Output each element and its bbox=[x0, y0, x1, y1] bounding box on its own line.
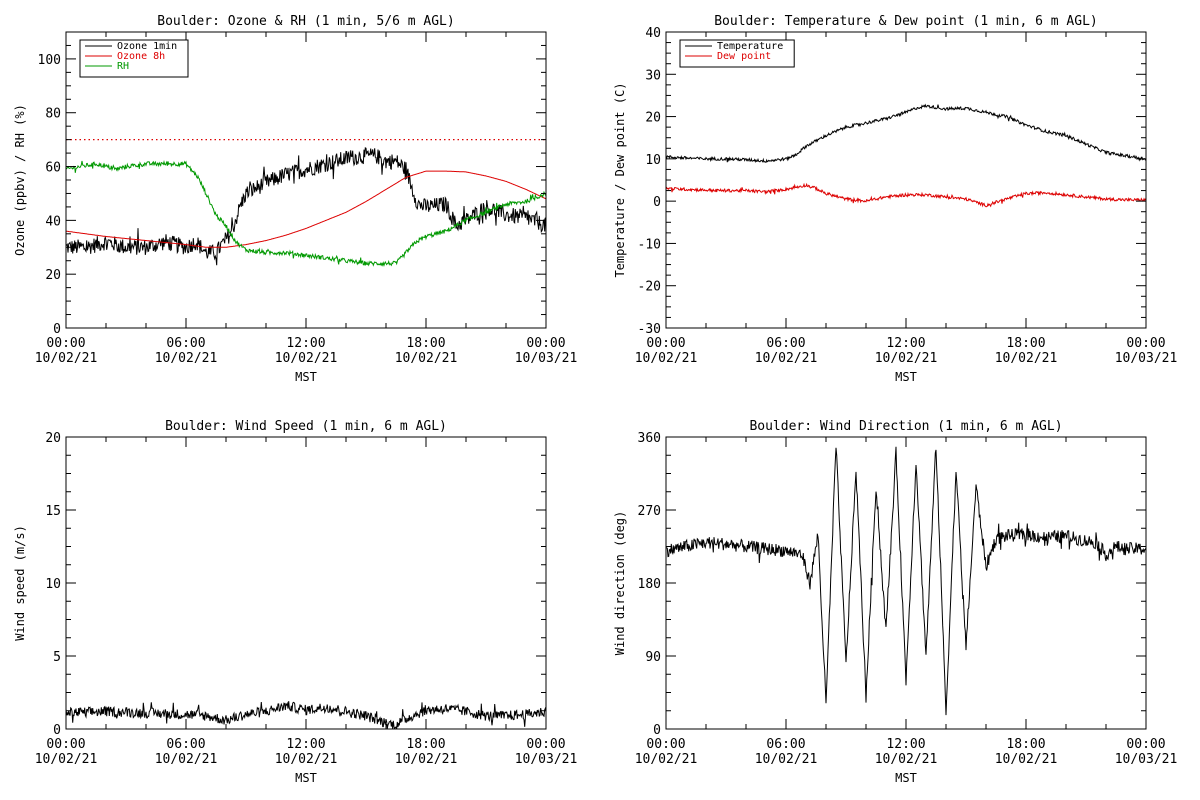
x-tick-label-date: 10/02/21 bbox=[755, 351, 818, 366]
chart-title: Boulder: Ozone & RH (1 min, 5/6 m AGL) bbox=[157, 14, 454, 29]
x-axis-label: MST bbox=[295, 771, 317, 785]
x-tick-label-date: 10/03/21 bbox=[515, 752, 578, 767]
chart-panel-3: Boulder: Wind Speed (1 min, 6 m AGL) 00:0… bbox=[13, 419, 577, 785]
series-line-ozone-8h bbox=[66, 170, 546, 248]
y-axis-label: Temperature / Dew point (C) bbox=[613, 82, 627, 277]
x-axis-label: MST bbox=[895, 771, 917, 785]
x-tick-label: 00:00 bbox=[646, 336, 685, 351]
x-tick-label-date: 10/02/21 bbox=[875, 351, 938, 366]
x-tick-label: 00:00 bbox=[526, 336, 565, 351]
y-axis-label: Ozone (ppbv) / RH (%) bbox=[13, 104, 27, 256]
y-axis-label: Wind speed (m/s) bbox=[13, 525, 27, 641]
chart-title: Boulder: Temperature & Dew point (1 min,… bbox=[714, 14, 1098, 29]
legend-entry: Dew point bbox=[717, 51, 771, 62]
series-line-dew-point bbox=[666, 182, 1146, 208]
y-tick-label: 20 bbox=[45, 431, 61, 446]
x-tick-label-date: 10/02/21 bbox=[35, 351, 98, 366]
y-axis-label: Wind direction (deg) bbox=[613, 511, 627, 656]
x-tick-label-date: 10/03/21 bbox=[1115, 752, 1178, 767]
x-tick-label: 12:00 bbox=[286, 336, 325, 351]
x-tick-label-date: 10/02/21 bbox=[755, 752, 818, 767]
series-line-temperature bbox=[666, 103, 1146, 164]
x-tick-label-date: 10/02/21 bbox=[155, 351, 218, 366]
x-tick-label: 00:00 bbox=[46, 336, 85, 351]
x-tick-label: 00:00 bbox=[1126, 336, 1165, 351]
x-tick-label-date: 10/02/21 bbox=[875, 752, 938, 767]
x-tick-label-date: 10/02/21 bbox=[35, 752, 98, 767]
x-tick-label: 06:00 bbox=[166, 737, 205, 752]
legend-entry: RH bbox=[117, 61, 129, 72]
x-tick-label-date: 10/02/21 bbox=[995, 351, 1058, 366]
y-tick-label: 0 bbox=[53, 723, 61, 738]
y-tick-label: 40 bbox=[45, 214, 61, 229]
x-tick-label: 18:00 bbox=[1006, 336, 1045, 351]
chart-panel-1: Boulder: Ozone & RH (1 min, 5/6 m AGL)00… bbox=[13, 14, 577, 384]
x-tick-label-date: 10/02/21 bbox=[155, 752, 218, 767]
y-tick-label: 360 bbox=[638, 431, 661, 446]
legend-entry: Temperature bbox=[717, 41, 783, 52]
x-tick-label: 18:00 bbox=[1006, 737, 1045, 752]
y-tick-label: -30 bbox=[638, 322, 661, 337]
x-tick-label-date: 10/02/21 bbox=[995, 752, 1058, 767]
x-tick-label-date: 10/03/21 bbox=[515, 351, 578, 366]
y-tick-label: 0 bbox=[53, 322, 61, 337]
y-tick-label: 30 bbox=[645, 68, 661, 83]
y-tick-label: 0 bbox=[653, 195, 661, 210]
y-tick-label: 10 bbox=[45, 577, 61, 592]
x-tick-label: 12:00 bbox=[286, 737, 325, 752]
series-line-1 bbox=[66, 701, 546, 729]
y-tick-label: 100 bbox=[38, 53, 61, 68]
y-tick-label: -10 bbox=[638, 237, 661, 252]
x-tick-label: 00:00 bbox=[646, 737, 685, 752]
x-tick-label-date: 10/02/21 bbox=[395, 752, 458, 767]
x-tick-label: 18:00 bbox=[406, 737, 445, 752]
legend-box bbox=[679, 39, 795, 68]
x-tick-label: 00:00 bbox=[526, 737, 565, 752]
x-tick-label-date: 10/02/21 bbox=[275, 752, 338, 767]
series-line-1 bbox=[666, 446, 1146, 716]
chart-panel-4: Boulder: Wind Direction (1 min, 6 m AGL)… bbox=[613, 419, 1177, 785]
y-tick-label: 5 bbox=[53, 650, 61, 665]
y-tick-label: 90 bbox=[645, 650, 661, 665]
y-tick-label: 80 bbox=[45, 107, 61, 122]
x-tick-label: 00:00 bbox=[1126, 737, 1165, 752]
plot-frame bbox=[665, 31, 1147, 329]
x-tick-label: 18:00 bbox=[406, 336, 445, 351]
x-axis-label: MST bbox=[295, 370, 317, 384]
x-tick-label-date: 10/03/21 bbox=[1115, 351, 1178, 366]
x-tick-label-date: 10/02/21 bbox=[275, 351, 338, 366]
chart-title: Boulder: Wind Direction (1 min, 6 m AGL) bbox=[749, 419, 1062, 434]
x-tick-label: 00:00 bbox=[46, 737, 85, 752]
chart-panel-2: Boulder: Temperature & Dew point (1 min,… bbox=[613, 14, 1177, 384]
y-tick-label: 10 bbox=[645, 153, 661, 168]
y-tick-label: 20 bbox=[645, 111, 661, 126]
series-line-ozone-1min bbox=[66, 147, 546, 266]
chart-title: Boulder: Wind Speed (1 min, 6 m AGL) bbox=[165, 419, 447, 434]
x-tick-label: 06:00 bbox=[166, 336, 205, 351]
x-tick-label: 12:00 bbox=[886, 737, 925, 752]
x-tick-label-date: 10/02/21 bbox=[635, 752, 698, 767]
y-tick-label: -20 bbox=[638, 280, 661, 295]
legend-entry: Ozone 8h bbox=[117, 51, 165, 62]
series-line-rh bbox=[66, 160, 546, 267]
y-tick-label: 40 bbox=[645, 26, 661, 41]
y-tick-label: 60 bbox=[45, 161, 61, 176]
y-tick-label: 20 bbox=[45, 268, 61, 283]
x-tick-label: 12:00 bbox=[886, 336, 925, 351]
x-axis-label: MST bbox=[895, 370, 917, 384]
x-tick-label: 06:00 bbox=[766, 737, 805, 752]
x-tick-label: 06:00 bbox=[766, 336, 805, 351]
x-tick-label-date: 10/02/21 bbox=[635, 351, 698, 366]
y-tick-label: 15 bbox=[45, 504, 61, 519]
plot-frame bbox=[65, 436, 547, 730]
y-tick-label: 270 bbox=[638, 504, 661, 519]
y-tick-label: 180 bbox=[638, 577, 661, 592]
y-tick-label: 0 bbox=[653, 723, 661, 738]
x-tick-label-date: 10/02/21 bbox=[395, 351, 458, 366]
legend-entry: Ozone 1min bbox=[117, 41, 177, 52]
